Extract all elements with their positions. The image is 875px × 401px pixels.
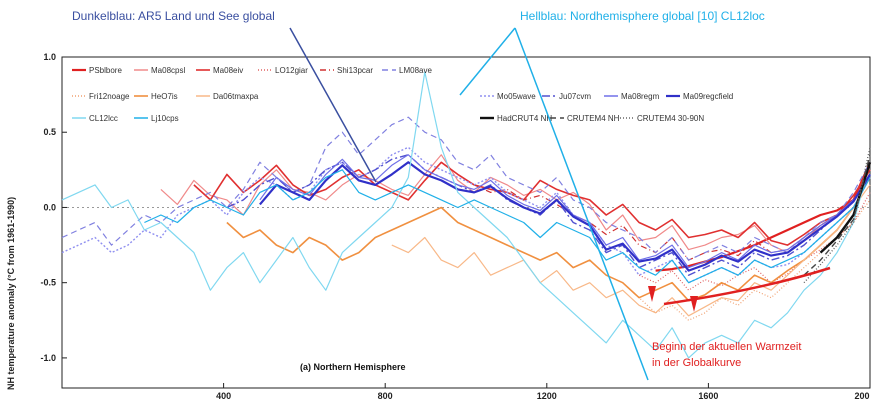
plot-frame (61, 56, 871, 389)
series-line-2 (193, 161, 871, 246)
series-line-12 (259, 161, 871, 272)
legend-label: CRUTEM4 30-90N (637, 114, 704, 123)
legend: PSblbore Ma08cpsl Ma08eiv LO12giar Shi13pcar… (72, 66, 733, 123)
legend-label: Da06tmaxpa (213, 92, 259, 101)
panel-label: (a) Northern Hemisphere (300, 362, 406, 372)
annotation-dunkelblau: Dunkelblau: AR5 Land und See global (72, 9, 275, 23)
legend-label: CL12lcc (89, 114, 118, 123)
series-line-11 (259, 154, 871, 269)
legend-label: LM08ave (399, 66, 432, 75)
series-lines (61, 71, 872, 359)
legend-label: Mo05wave (497, 92, 536, 101)
annotation-beginn-line2: in der Globalkurve (652, 357, 741, 369)
x-tick-label: 1600 (698, 391, 718, 401)
warmzeit-marker-1 (648, 286, 656, 302)
annotation-beginn-line1: Beginn der aktuellen Warmzeit (652, 341, 801, 353)
warmzeit-trend-curve (663, 266, 831, 306)
legend-label: CRUTEM4 NH (567, 114, 620, 123)
legend-label: Shi13pcar (337, 66, 373, 75)
legend-label: Lj10cps (151, 114, 179, 123)
series-line-1 (160, 154, 871, 254)
legend-label: Ma09regcfield (683, 92, 733, 101)
series-line-14 (144, 169, 871, 284)
series-line-7 (226, 177, 871, 302)
legend-label: HadCRUT4 NH (497, 114, 552, 123)
series-line-15 (819, 161, 872, 254)
series-line-8 (391, 184, 871, 317)
y-tick-label: -1.0 (40, 353, 56, 363)
legend-label: LO12giar (275, 66, 308, 75)
y-axis-label: NH temperature anomaly (°C from 1961-199… (6, 197, 16, 390)
legend-label: Ma08cpsl (151, 66, 185, 75)
y-tick-label: 0.5 (43, 127, 56, 137)
legend-label: Ma08regm (621, 92, 660, 101)
series-line-13 (61, 71, 871, 359)
x-tick-label: 200 (854, 391, 869, 401)
warmzeit-marker-2 (690, 296, 698, 312)
legend-label: Ma08eiv (213, 66, 243, 75)
x-tick-label: 800 (378, 391, 393, 401)
x-tick-label: 1200 (537, 391, 557, 401)
y-tick-label: 0.0 (43, 202, 56, 212)
legend-label: Fri12noage (89, 92, 130, 101)
series-line-9 (61, 146, 871, 284)
x-tick-label: 400 (216, 391, 231, 401)
legend-label: HeO7is (151, 92, 178, 101)
annotation-hellblau: Hellblau: Nordhemisphere global [10] CL1… (520, 9, 765, 23)
series-line-0 (655, 161, 872, 272)
series-line-16 (803, 154, 871, 276)
legend-label: Ju07cvm (559, 92, 591, 101)
legend-label: PSblbore (89, 66, 122, 75)
arrow-dunkelblau (289, 27, 377, 183)
arrow-hellblau-1 (459, 27, 516, 96)
arrow-hellblau-2 (514, 27, 649, 381)
y-tick-label: 1.0 (43, 52, 56, 62)
axis-ticks: 1.0 0.5 0.0 -0.5 -1.0 400 800 1200 1600 200 (40, 52, 871, 401)
y-tick-label: -0.5 (40, 278, 56, 288)
series-line-5 (61, 116, 871, 261)
